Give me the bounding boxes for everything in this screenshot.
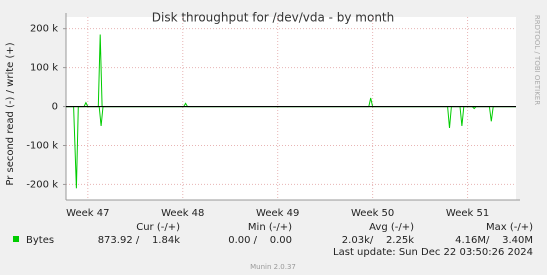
legend-header: Max (-/+) bbox=[486, 222, 533, 233]
y-tick-label: 200 k bbox=[30, 24, 58, 35]
chart-title: Disk throughput for /dev/vda - by month bbox=[152, 11, 395, 25]
x-tick-label: Week 51 bbox=[446, 208, 489, 219]
legend-swatch bbox=[13, 236, 19, 242]
legend-header: Min (-/+) bbox=[248, 222, 292, 233]
legend-value: 0.00 / 0.00 bbox=[228, 235, 292, 246]
legend-entry: Bytes bbox=[26, 235, 54, 246]
footer: Munin 2.0.37 bbox=[250, 263, 296, 271]
y-tick-label: 0 bbox=[52, 102, 58, 113]
side-text: RRDTOOL / TOBI OETIKER bbox=[533, 15, 541, 105]
y-tick-label: -100 k bbox=[26, 140, 58, 151]
x-tick-label: Week 48 bbox=[161, 208, 204, 219]
legend-value: 2.03k/ 2.25k bbox=[342, 235, 414, 246]
x-tick-label: Week 50 bbox=[351, 208, 394, 219]
y-tick-label: -200 k bbox=[26, 179, 58, 190]
plot-area bbox=[66, 17, 516, 200]
legend-header: Avg (-/+) bbox=[369, 222, 414, 233]
y-tick-label: 100 k bbox=[30, 63, 58, 74]
x-tick-label: Week 47 bbox=[66, 208, 109, 219]
x-tick-label: Week 49 bbox=[256, 208, 299, 219]
legend-header: Cur (-/+) bbox=[136, 222, 180, 233]
last-update: Last update: Sun Dec 22 03:50:26 2024 bbox=[333, 247, 533, 258]
y-axis-label: Pr second read (-) / write (+) bbox=[5, 42, 16, 185]
legend-value: 873.92 / 1.84k bbox=[98, 235, 181, 246]
legend-value: 4.16M/ 3.40M bbox=[455, 235, 533, 246]
